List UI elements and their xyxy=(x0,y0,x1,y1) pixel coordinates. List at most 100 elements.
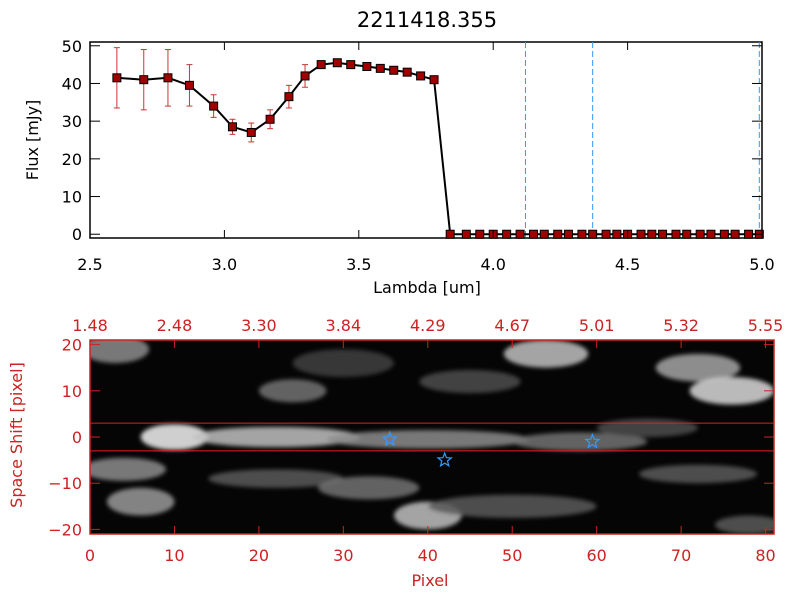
data-point xyxy=(682,229,692,239)
space-shift-tick-label: −10 xyxy=(48,474,82,493)
source-star-marker xyxy=(584,432,601,449)
data-point xyxy=(163,73,173,83)
emission-blob xyxy=(689,376,774,405)
data-point xyxy=(402,67,412,77)
data-point xyxy=(515,229,525,239)
x-tick-label: 3.0 xyxy=(212,255,237,274)
emission-blob xyxy=(258,379,327,403)
data-point xyxy=(612,229,622,239)
spectrum-line xyxy=(116,61,760,236)
data-point xyxy=(502,229,512,239)
data-point xyxy=(246,127,256,137)
spectrum-x-axis-label: Lambda [um] xyxy=(373,278,481,297)
pixel-tick-label: 80 xyxy=(755,546,775,565)
emission-blob xyxy=(318,476,420,500)
x-tick-label: 3.5 xyxy=(346,255,371,274)
emission-blob xyxy=(191,426,361,448)
wavelength-tick-label: 5.01 xyxy=(579,316,615,335)
data-point xyxy=(475,229,485,239)
wavelength-tick-label: 5.32 xyxy=(663,316,699,335)
data-point xyxy=(744,229,754,239)
data-point xyxy=(346,60,356,70)
y-tick-label: 20 xyxy=(62,150,82,169)
data-point xyxy=(112,73,122,83)
emission-blob xyxy=(419,370,521,394)
emission-blob xyxy=(90,457,166,481)
data-point xyxy=(577,229,587,239)
emission-blob xyxy=(292,349,395,377)
pixel-tick-label: 70 xyxy=(671,546,691,565)
pixel-tick-label: 50 xyxy=(502,546,522,565)
spectrum-errorbars xyxy=(113,47,438,143)
data-point xyxy=(389,65,399,75)
source-markers xyxy=(381,430,601,468)
x-tick-label: 5.0 xyxy=(749,255,774,274)
wavelength-tick-label: 1.48 xyxy=(72,316,108,335)
data-point xyxy=(429,75,439,85)
spectrum-plot: 2.5 3.0 3.5 4.0 4.5 5.0 0 10 20 30 40 50 Lambda [u… xyxy=(23,37,775,297)
extraction-aperture-lines xyxy=(90,422,774,452)
y-tick-label: 10 xyxy=(62,188,82,207)
spatial-map-image xyxy=(90,340,774,534)
y-tick-label: 0 xyxy=(72,225,82,244)
data-point xyxy=(647,229,657,239)
data-point xyxy=(601,229,611,239)
space-shift-tick-label: −20 xyxy=(48,520,82,539)
data-point xyxy=(316,60,326,70)
source-star-marker xyxy=(381,430,399,447)
data-point xyxy=(730,229,740,239)
emission-blob xyxy=(503,340,589,368)
emission-blob xyxy=(140,424,209,450)
wavelength-tick-label: 3.30 xyxy=(241,316,277,335)
data-point xyxy=(706,229,716,239)
x-tick-label: 4.0 xyxy=(480,255,505,274)
data-point xyxy=(563,229,573,239)
pixel-tick-label: 40 xyxy=(418,546,438,565)
y-tick-label: 50 xyxy=(62,37,82,56)
space-shift-y-ticks: −20 −10 0 10 20 xyxy=(48,336,774,539)
flux-series-line xyxy=(116,61,760,236)
data-point xyxy=(658,229,668,239)
spectrum-y-ticks: 0 10 20 30 40 50 xyxy=(62,37,762,244)
data-point xyxy=(671,229,681,239)
emission-blob xyxy=(596,418,698,437)
data-point xyxy=(719,229,729,239)
emission-blob xyxy=(714,515,774,534)
spatial-map-plot: 0 10 20 30 40 50 60 70 80 1.48 2.48 3.30 3.84 4.29 4.… xyxy=(7,316,783,590)
space-shift-tick-label: 20 xyxy=(62,336,82,355)
pixel-tick-label: 60 xyxy=(586,546,606,565)
pixel-tick-label: 30 xyxy=(333,546,353,565)
data-point xyxy=(375,63,385,73)
data-point xyxy=(695,229,705,239)
wavelength-top-ticks: 1.48 2.48 3.30 3.84 4.29 4.67 5.01 5.32 5.55 xyxy=(72,316,783,348)
spectrum-markers xyxy=(112,58,764,239)
emission-blob xyxy=(208,469,344,488)
spectrum-y-axis-label: Flux [mJy] xyxy=(23,100,42,181)
data-point xyxy=(300,71,310,81)
emission-blob xyxy=(512,432,648,451)
data-point xyxy=(265,114,275,124)
data-point xyxy=(416,71,426,81)
data-point xyxy=(209,101,219,111)
pixel-tick-label: 10 xyxy=(164,546,184,565)
pixel-x-ticks: 0 10 20 30 40 50 60 70 80 xyxy=(85,526,776,565)
emission-blob xyxy=(106,487,175,516)
x-tick-label: 4.5 xyxy=(615,255,640,274)
pixel-x-axis-label: Pixel xyxy=(411,571,448,590)
space-shift-tick-label: 0 xyxy=(72,428,82,447)
spectrum-x-ticks: 2.5 3.0 3.5 4.0 4.5 5.0 xyxy=(77,42,775,274)
data-point xyxy=(332,58,342,68)
wavelength-tick-label: 2.48 xyxy=(157,316,193,335)
wavelength-tick-label: 4.67 xyxy=(494,316,530,335)
pixel-tick-label: 20 xyxy=(249,546,269,565)
space-shift-y-axis-label: Space Shift [pixel] xyxy=(7,362,26,508)
emission-blob xyxy=(638,464,758,484)
wavelength-tick-label: 3.84 xyxy=(326,316,362,335)
data-point xyxy=(539,229,549,239)
source-star-marker xyxy=(436,451,453,468)
data-point xyxy=(362,62,372,71)
emission-blob xyxy=(326,430,530,449)
x-tick-label: 2.5 xyxy=(77,255,102,274)
emission-blob xyxy=(427,494,597,518)
